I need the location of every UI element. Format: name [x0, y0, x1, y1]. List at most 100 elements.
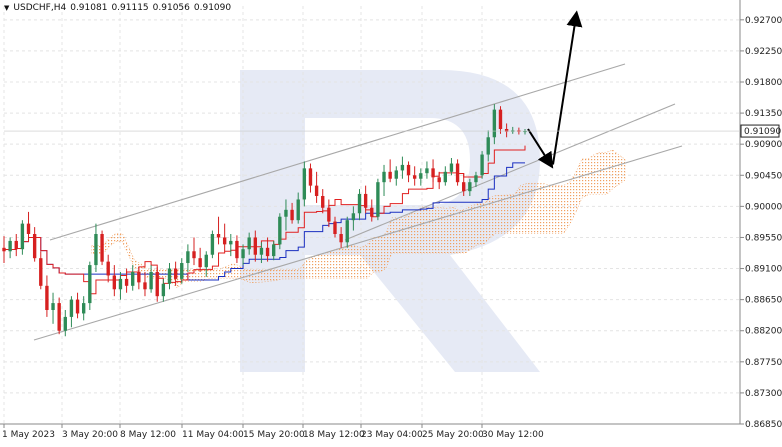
x-tick-label: 11 May 04:00: [182, 430, 244, 440]
candle-body: [186, 251, 190, 264]
candle: [523, 128, 527, 135]
candle-body: [88, 265, 92, 304]
candle-body: [155, 272, 159, 297]
channel-lower-line: [33, 145, 683, 341]
candle: [370, 199, 374, 222]
y-tick-label: 0.87300: [745, 389, 782, 399]
candle-body: [63, 316, 67, 331]
candle-body: [210, 234, 215, 255]
candle: [486, 130, 490, 162]
y-tick-label: 0.92700: [745, 16, 782, 26]
y-tick-label: 0.92250: [745, 47, 782, 57]
candle: [468, 178, 472, 196]
candle: [284, 199, 288, 231]
candle: [14, 234, 18, 257]
candle: [345, 216, 349, 248]
triangle-down-icon: ▼: [4, 4, 10, 12]
candle: [259, 242, 264, 264]
candle: [504, 123, 509, 138]
candles: [2, 104, 527, 337]
low-value: 0.91056: [152, 3, 190, 13]
candle: [235, 235, 239, 264]
x-tick-label: 25 May 20:00: [422, 430, 484, 440]
candle: [412, 166, 417, 186]
candle-body: [124, 278, 129, 286]
candle-body: [253, 237, 257, 255]
candle: [118, 272, 123, 300]
candle: [333, 216, 337, 238]
candle: [474, 171, 478, 188]
x-tick-label: 8 May 12:00: [120, 430, 176, 440]
candle: [229, 234, 233, 257]
candle: [351, 206, 356, 231]
candle: [400, 156, 405, 179]
candle-body: [357, 193, 362, 214]
candle-body: [314, 185, 319, 196]
candle: [88, 261, 92, 310]
candle-body: [39, 258, 43, 286]
candle: [321, 189, 325, 214]
candle: [210, 230, 215, 259]
candle-body: [333, 221, 337, 234]
candle: [388, 159, 392, 183]
candle-body: [455, 163, 460, 183]
candle: [173, 261, 178, 286]
candle-body: [241, 249, 245, 259]
candle-body: [161, 283, 166, 297]
candle-body: [394, 170, 398, 179]
candle: [363, 185, 368, 214]
candle-body: [94, 234, 98, 266]
y-tick-label: 0.87750: [745, 358, 782, 368]
candle: [339, 227, 343, 248]
candle: [155, 267, 159, 302]
candle: [357, 189, 362, 221]
candle-body: [449, 163, 454, 172]
candle-body: [486, 137, 490, 155]
candle-body: [69, 299, 74, 317]
candle-body: [443, 171, 448, 183]
candle: [437, 171, 441, 190]
close-value: 0.91090: [193, 3, 232, 13]
candle: [272, 240, 276, 261]
candle-body: [265, 247, 270, 257]
candle-body: [272, 244, 276, 257]
candle-body: [370, 207, 374, 217]
forecast-arrows: [527, 10, 583, 169]
candle: [137, 267, 141, 290]
y-tick-label: 0.90900: [745, 140, 782, 150]
y-tick-label: 0.91800: [745, 78, 782, 88]
high-value: 0.91115: [111, 3, 149, 13]
candle-body: [192, 251, 196, 259]
candle-body: [437, 177, 441, 183]
candle: [480, 151, 484, 179]
candle-body: [149, 272, 153, 290]
candle: [278, 213, 282, 250]
candle-body: [106, 261, 110, 276]
y-tick-label: 0.86850: [745, 420, 782, 430]
candle-body: [468, 182, 472, 192]
candle: [63, 310, 67, 337]
candle: [131, 265, 135, 291]
candle-body: [498, 109, 503, 129]
candle-body: [431, 168, 435, 178]
candle: [492, 104, 497, 145]
trend-channel: [33, 63, 683, 341]
candle-body: [216, 234, 221, 238]
candle-body: [425, 168, 429, 174]
candle: [498, 106, 503, 134]
candle: [94, 223, 98, 272]
candle-body: [363, 193, 368, 208]
candle: [308, 163, 313, 193]
candle-body: [20, 223, 25, 250]
candle: [247, 232, 251, 255]
candle-body: [14, 240, 18, 250]
candle-body: [400, 164, 405, 171]
candle-body: [339, 234, 343, 243]
candle-body: [504, 128, 509, 132]
candle-body: [198, 258, 202, 268]
candle: [222, 223, 227, 252]
candle-body: [204, 254, 208, 268]
candle: [180, 258, 184, 284]
